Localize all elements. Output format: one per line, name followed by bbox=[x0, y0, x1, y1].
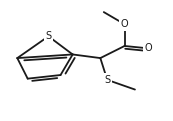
Text: S: S bbox=[45, 31, 52, 41]
Text: S: S bbox=[104, 75, 110, 85]
Text: O: O bbox=[145, 43, 153, 53]
Text: O: O bbox=[121, 19, 128, 29]
